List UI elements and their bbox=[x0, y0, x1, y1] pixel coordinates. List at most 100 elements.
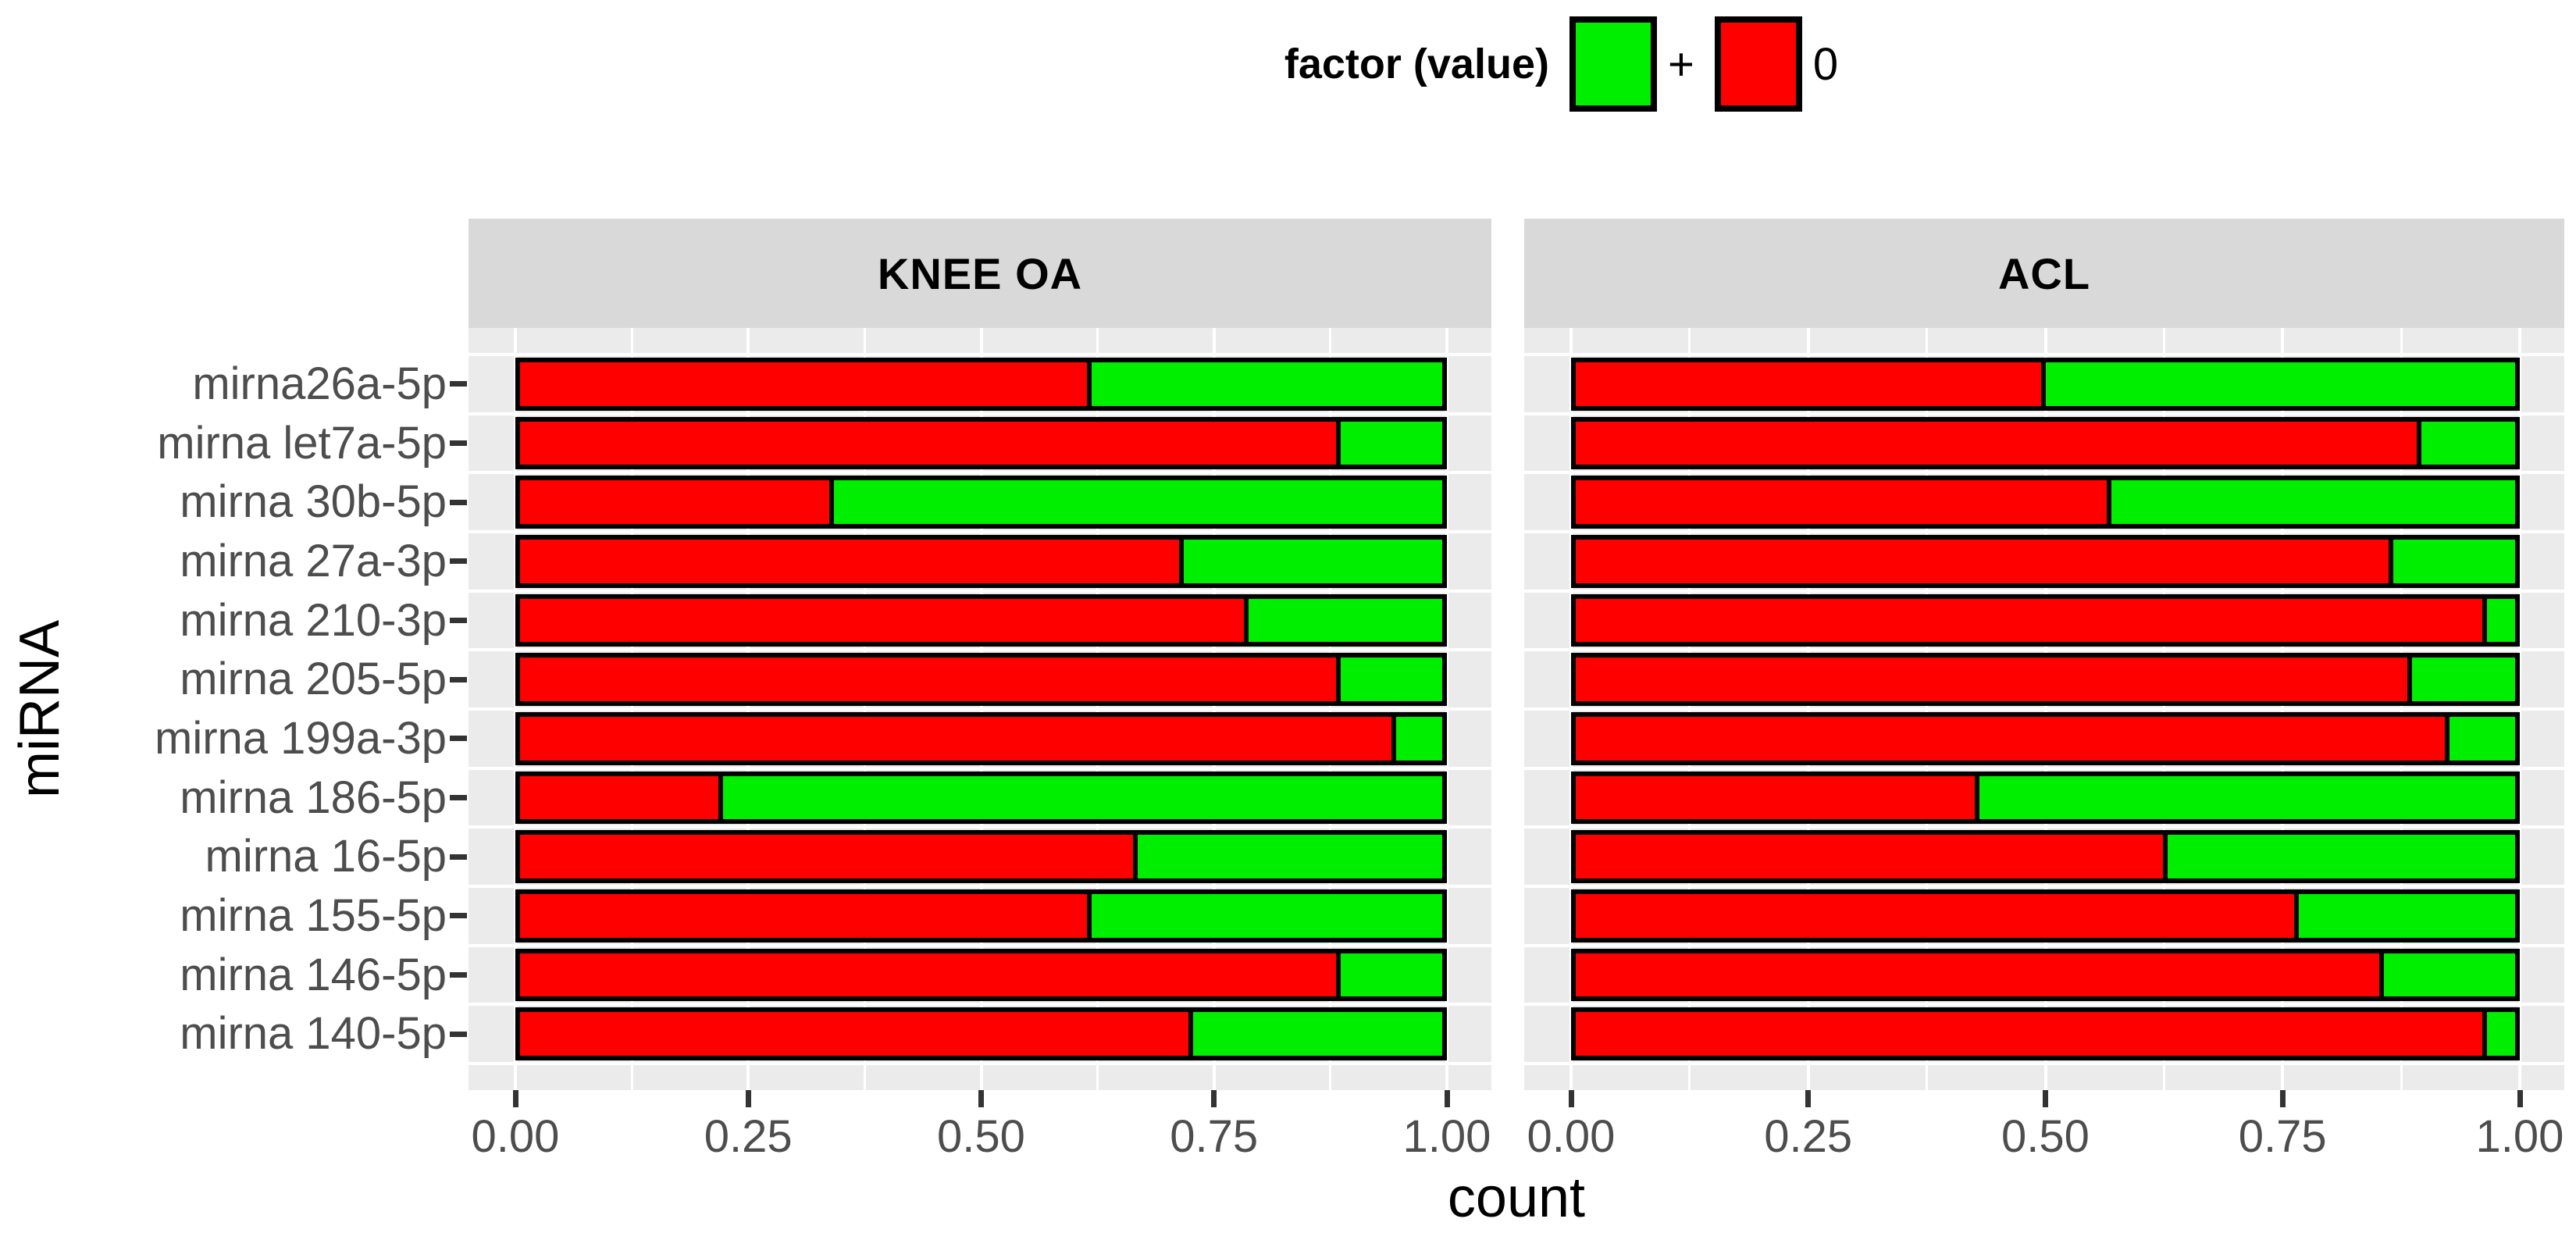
bar-segment-red bbox=[520, 835, 1138, 879]
gridline-horizontal bbox=[1524, 353, 2564, 356]
stacked-bar-mirna 210-3p bbox=[515, 593, 1447, 647]
bar-row bbox=[515, 355, 1447, 414]
bar-row bbox=[515, 414, 1447, 473]
bar-segment-red bbox=[1576, 1012, 2487, 1057]
bar-row bbox=[1571, 650, 2520, 709]
x-tick-label: 0.25 bbox=[1764, 1111, 1853, 1162]
legend-title: factor (value) bbox=[1284, 41, 1549, 87]
bar-row bbox=[515, 946, 1447, 1005]
bar-segment-red bbox=[1576, 540, 2393, 583]
bar-segment-green bbox=[1395, 717, 1442, 761]
bar-row bbox=[1571, 532, 2520, 591]
stacked-bar-mirna 186-5p bbox=[515, 771, 1447, 825]
y-tick-mark bbox=[450, 381, 467, 387]
bar-segment-red bbox=[520, 775, 723, 820]
gridline-horizontal bbox=[469, 1003, 1491, 1007]
bar-segment-red bbox=[520, 421, 1341, 465]
y-tick-mark bbox=[450, 618, 467, 623]
bar-segment-green bbox=[1184, 540, 1442, 583]
y-axis-title: miRNA bbox=[9, 620, 71, 798]
y-tick-label-mirna 155-5p: mirna 155-5p bbox=[180, 889, 447, 941]
stacked-bar-mirna 27a-3p bbox=[1571, 535, 2520, 588]
y-tick-mark bbox=[450, 558, 467, 565]
gridline-horizontal bbox=[469, 885, 1491, 888]
gridline-horizontal bbox=[1524, 589, 2564, 593]
stacked-bar-mirna 16-5p bbox=[515, 830, 1447, 884]
y-tick-mark bbox=[450, 736, 467, 742]
y-tick-label-mirna 30b-5p: mirna 30b-5p bbox=[180, 476, 447, 528]
gridline-horizontal bbox=[1524, 825, 2564, 829]
bar-segment-green bbox=[1341, 657, 1442, 702]
y-tick-label-mirna 27a-3p: mirna 27a-3p bbox=[180, 535, 447, 586]
stacked-bar-mirna 27a-3p bbox=[515, 535, 1447, 588]
bar-segment-red bbox=[520, 953, 1341, 997]
bar-segment-green bbox=[1979, 775, 2515, 820]
bar-row bbox=[515, 886, 1447, 946]
x-tick-mark bbox=[1805, 1090, 1812, 1107]
gridline-horizontal bbox=[469, 707, 1491, 711]
y-tick-label-mirna 140-5p: mirna 140-5p bbox=[180, 1008, 447, 1060]
x-tick-mark bbox=[2043, 1090, 2048, 1107]
x-tick-label: 1.00 bbox=[1402, 1111, 1491, 1162]
gridline-horizontal bbox=[1524, 1062, 2564, 1065]
bar-segment-red bbox=[1576, 953, 2384, 997]
gridline-horizontal bbox=[1524, 885, 2564, 888]
stacked-bar-mirna let7a-5p bbox=[1571, 416, 2520, 470]
bar-segment-red bbox=[520, 1012, 1194, 1057]
x-tick-mark bbox=[1211, 1090, 1217, 1107]
x-tick-mark bbox=[1444, 1090, 1450, 1107]
bar-segment-green bbox=[833, 480, 1442, 525]
stacked-bar-mirna 205-5p bbox=[515, 653, 1447, 707]
bar-segment-red bbox=[1576, 775, 1980, 820]
facet-strip-label: KNEE OA bbox=[877, 248, 1083, 298]
x-tick-label: 0.25 bbox=[704, 1111, 793, 1162]
stacked-bar-mirna 186-5p bbox=[1571, 771, 2520, 825]
stacked-bar-mirna26a-5p bbox=[515, 358, 1447, 411]
legend-item-label: 0 bbox=[1812, 38, 1839, 90]
stacked-bar-mirna26a-5p bbox=[1571, 358, 2520, 411]
y-tick-mark bbox=[450, 676, 467, 682]
gridline-horizontal bbox=[1524, 943, 2564, 947]
y-tick-mark bbox=[450, 972, 467, 978]
y-tick-label-mirna 146-5p: mirna 146-5p bbox=[180, 949, 447, 1000]
bar-segment-red bbox=[520, 717, 1396, 761]
bar-row bbox=[1571, 355, 2520, 414]
gridline-horizontal bbox=[1524, 471, 2564, 475]
x-tick-label: 0.00 bbox=[471, 1111, 560, 1162]
gridline-horizontal bbox=[469, 412, 1491, 415]
y-tick-mark bbox=[450, 795, 467, 800]
stacked-bar-mirna 155-5p bbox=[515, 889, 1447, 943]
gridline-horizontal bbox=[469, 471, 1491, 475]
bar-segment-green bbox=[2486, 598, 2515, 643]
x-axis-title: count bbox=[1447, 1167, 1586, 1229]
bar-segment-red bbox=[1576, 894, 2300, 938]
y-tick-label-mirna let7a-5p: mirna let7a-5p bbox=[157, 417, 447, 469]
legend-item: + bbox=[1569, 16, 1694, 112]
gridline-horizontal bbox=[469, 1062, 1491, 1065]
gridline-horizontal bbox=[469, 530, 1491, 533]
x-tick-label: 0.50 bbox=[2001, 1111, 2090, 1162]
bar-row bbox=[515, 1004, 1447, 1064]
legend-key-swatch bbox=[1714, 16, 1802, 112]
bar-row bbox=[1571, 591, 2520, 650]
x-tick-mark bbox=[745, 1090, 751, 1107]
bar-segment-green bbox=[1138, 835, 1442, 879]
gridline-horizontal bbox=[469, 353, 1491, 356]
bar-rows bbox=[1571, 355, 2520, 1064]
legend-items: +0 bbox=[1569, 16, 1838, 112]
gridline-horizontal bbox=[469, 943, 1491, 947]
bar-segment-red bbox=[520, 598, 1249, 643]
bar-row bbox=[1571, 472, 2520, 532]
x-axis-knee-oa: 0.00 0.25 0.50 0.75 1.00 bbox=[469, 1090, 1491, 1176]
bar-row bbox=[515, 650, 1447, 709]
bar-segment-red bbox=[520, 540, 1185, 583]
legend-item: 0 bbox=[1714, 16, 1839, 112]
stacked-bar-mirna 155-5p bbox=[1571, 889, 2520, 943]
stacked-bar-mirna 140-5p bbox=[1571, 1007, 2520, 1061]
bar-row bbox=[1571, 709, 2520, 768]
legend: factor (value) +0 bbox=[0, 11, 2576, 117]
bar-row bbox=[1571, 946, 2520, 1005]
x-tick-label: 1.00 bbox=[2475, 1111, 2564, 1162]
bar-segment-red bbox=[1576, 835, 2168, 879]
